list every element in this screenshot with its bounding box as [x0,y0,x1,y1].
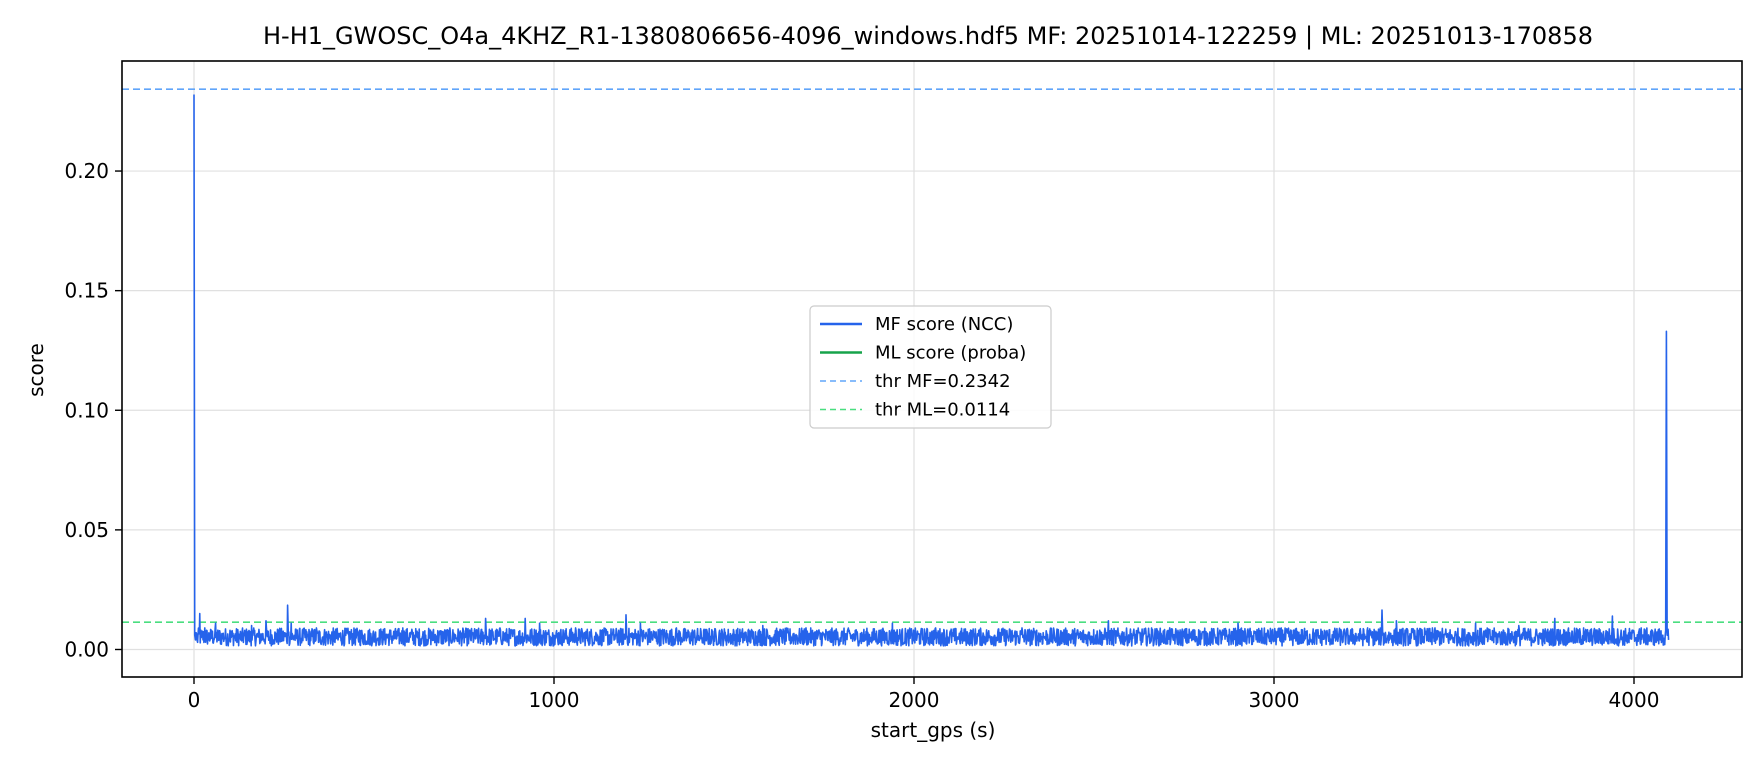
legend-label: thr ML=0.0114 [875,400,1010,421]
x-tick-label: 0 [188,688,201,712]
y-tick-label: 0.20 [64,159,109,183]
x-tick-label: 1000 [529,688,580,712]
legend: MF score (NCC) ML score (proba) thr MF=0.2… [809,305,1052,429]
y-tick-label: 0.05 [64,518,109,542]
legend-box [809,305,1052,429]
y-tick-label: 0.15 [64,279,109,303]
legend-label: ML score (proba) [875,343,1026,364]
legend-label: MF score (NCC) [875,314,1013,335]
x-tick-label: 4000 [1609,688,1660,712]
y-tick-label: 0.10 [64,398,109,422]
x-axis-label: start_gps (s) [871,718,996,742]
series-line-mf-score [193,94,1670,647]
plot-area: 0 1000 2000 3000 4000 0.00 0.05 0.10 0.15 0.20 [64,60,1743,712]
legend-label: thr MF=0.2342 [875,371,1011,392]
x-tick-label: 2000 [889,688,940,712]
x-tick-label: 3000 [1249,688,1300,712]
y-tick-label: 0.00 [64,637,109,661]
axes-frame [121,60,1743,678]
y-axis-label: score [24,343,48,397]
chart-title: H-H1_GWOSC_O4a_4KHZ_R1-1380806656-4096_w… [263,22,1593,50]
